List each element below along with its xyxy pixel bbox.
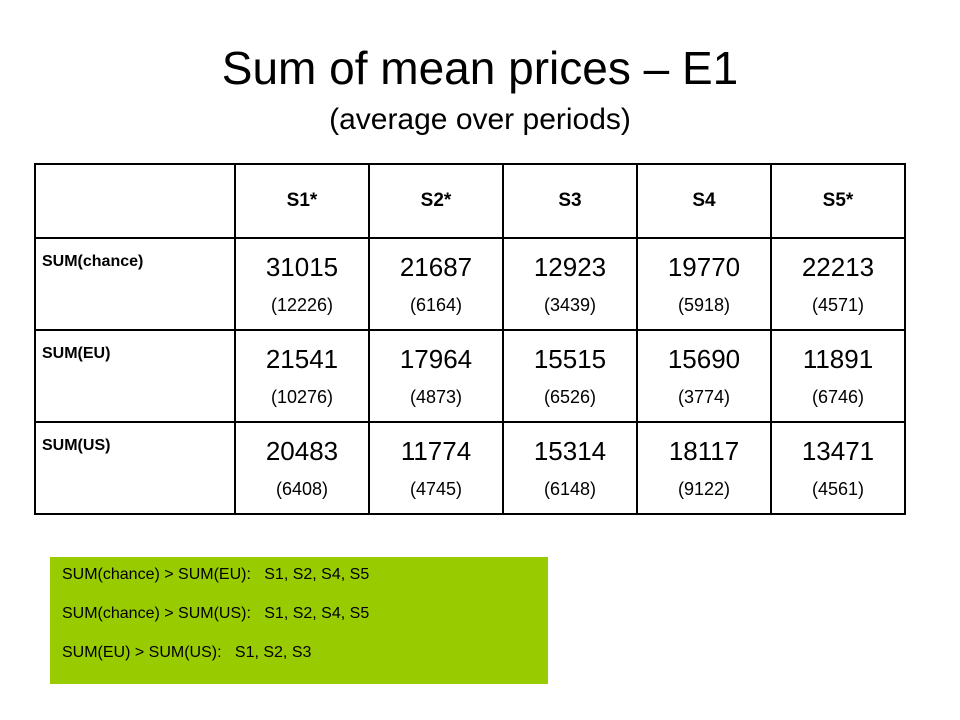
table-row: SUM(chance) 31015 (12226) 21687 (6164) 129… [34, 237, 906, 331]
mean-value: 22213 [801, 252, 875, 282]
mean-value: 18117 [668, 436, 740, 466]
table-row: SUM(EU) 21541 (10276) 17964 (4873) 15515 (6… [34, 329, 906, 423]
table-cell: 20483 (6408) [234, 421, 370, 515]
table-cell: 15690 (3774) [636, 329, 772, 423]
mean-value: 19770 [667, 252, 741, 282]
table-header-row: S1* S2* S3 S4 S5* [34, 163, 906, 239]
mean-value: 17964 [399, 344, 473, 374]
mean-value: 15690 [667, 344, 741, 374]
page-subtitle: (average over periods) [329, 103, 631, 136]
table-cell: 11774 (4745) [368, 421, 504, 515]
sd-value: (4873) [409, 387, 463, 407]
table-cell: 31015 (12226) [234, 237, 370, 331]
table-cell: 19770 (5918) [636, 237, 772, 331]
table-corner-cell [34, 163, 236, 239]
mean-value: 12923 [533, 252, 607, 282]
table-cell: 18117 (9122) [636, 421, 772, 515]
table-cell: 12923 (3439) [502, 237, 638, 331]
table-cell: 22213 (4571) [770, 237, 906, 331]
page-title: Sum of mean prices – E1 [221, 42, 739, 94]
sd-value: (9122) [677, 479, 731, 499]
mean-value: 11891 [802, 344, 874, 374]
column-header-s1: S1* [234, 163, 370, 239]
row-header-sum-us: SUM(US) [34, 421, 236, 515]
mean-value: 15515 [533, 344, 607, 374]
sd-value: (6164) [409, 295, 463, 315]
comparison-note: SUM(chance) > SUM(EU): S1, S2, S4, S5 [62, 566, 370, 583]
sd-value: (6526) [543, 387, 597, 407]
sd-value: (5918) [677, 295, 731, 315]
sd-value: (4561) [811, 479, 865, 499]
table-cell: 15314 (6148) [502, 421, 638, 515]
column-header-s2: S2* [368, 163, 504, 239]
mean-value: 21687 [399, 252, 473, 282]
mean-value: 20483 [265, 436, 339, 466]
comparison-note: SUM(EU) > SUM(US): S1, S2, S3 [62, 644, 312, 661]
table-cell: 21687 (6164) [368, 237, 504, 331]
mean-value: 15314 [533, 436, 607, 466]
sd-value: (4745) [409, 479, 463, 499]
sd-value: (4571) [811, 295, 865, 315]
sd-value: (6408) [275, 479, 329, 499]
table-row: SUM(US) 20483 (6408) 11774 (4745) 15314 (61… [34, 421, 906, 515]
sd-value: (6148) [543, 479, 597, 499]
table-cell: 15515 (6526) [502, 329, 638, 423]
comparison-note: SUM(chance) > SUM(US): S1, S2, S4, S5 [62, 605, 370, 622]
mean-value: 11774 [400, 436, 472, 466]
prices-table: S1* S2* S3 S4 S5* SUM(chance) 31015 (1222… [34, 163, 906, 515]
mean-value: 21541 [265, 344, 339, 374]
table-cell: 13471 (4561) [770, 421, 906, 515]
comparison-notes-box: SUM(chance) > SUM(EU): S1, S2, S4, S5 SU… [50, 557, 548, 684]
sd-value: (12226) [270, 295, 334, 315]
table-cell: 17964 (4873) [368, 329, 504, 423]
row-header-sum-eu: SUM(EU) [34, 329, 236, 423]
row-header-sum-chance: SUM(chance) [34, 237, 236, 331]
sd-value: (10276) [270, 387, 334, 407]
mean-value: 13471 [801, 436, 875, 466]
mean-value: 31015 [265, 252, 339, 282]
table-cell: 11891 (6746) [770, 329, 906, 423]
column-header-s5: S5* [770, 163, 906, 239]
sd-value: (6746) [811, 387, 865, 407]
table-cell: 21541 (10276) [234, 329, 370, 423]
column-header-s4: S4 [636, 163, 772, 239]
sd-value: (3439) [543, 295, 597, 315]
sd-value: (3774) [677, 387, 731, 407]
column-header-s3: S3 [502, 163, 638, 239]
